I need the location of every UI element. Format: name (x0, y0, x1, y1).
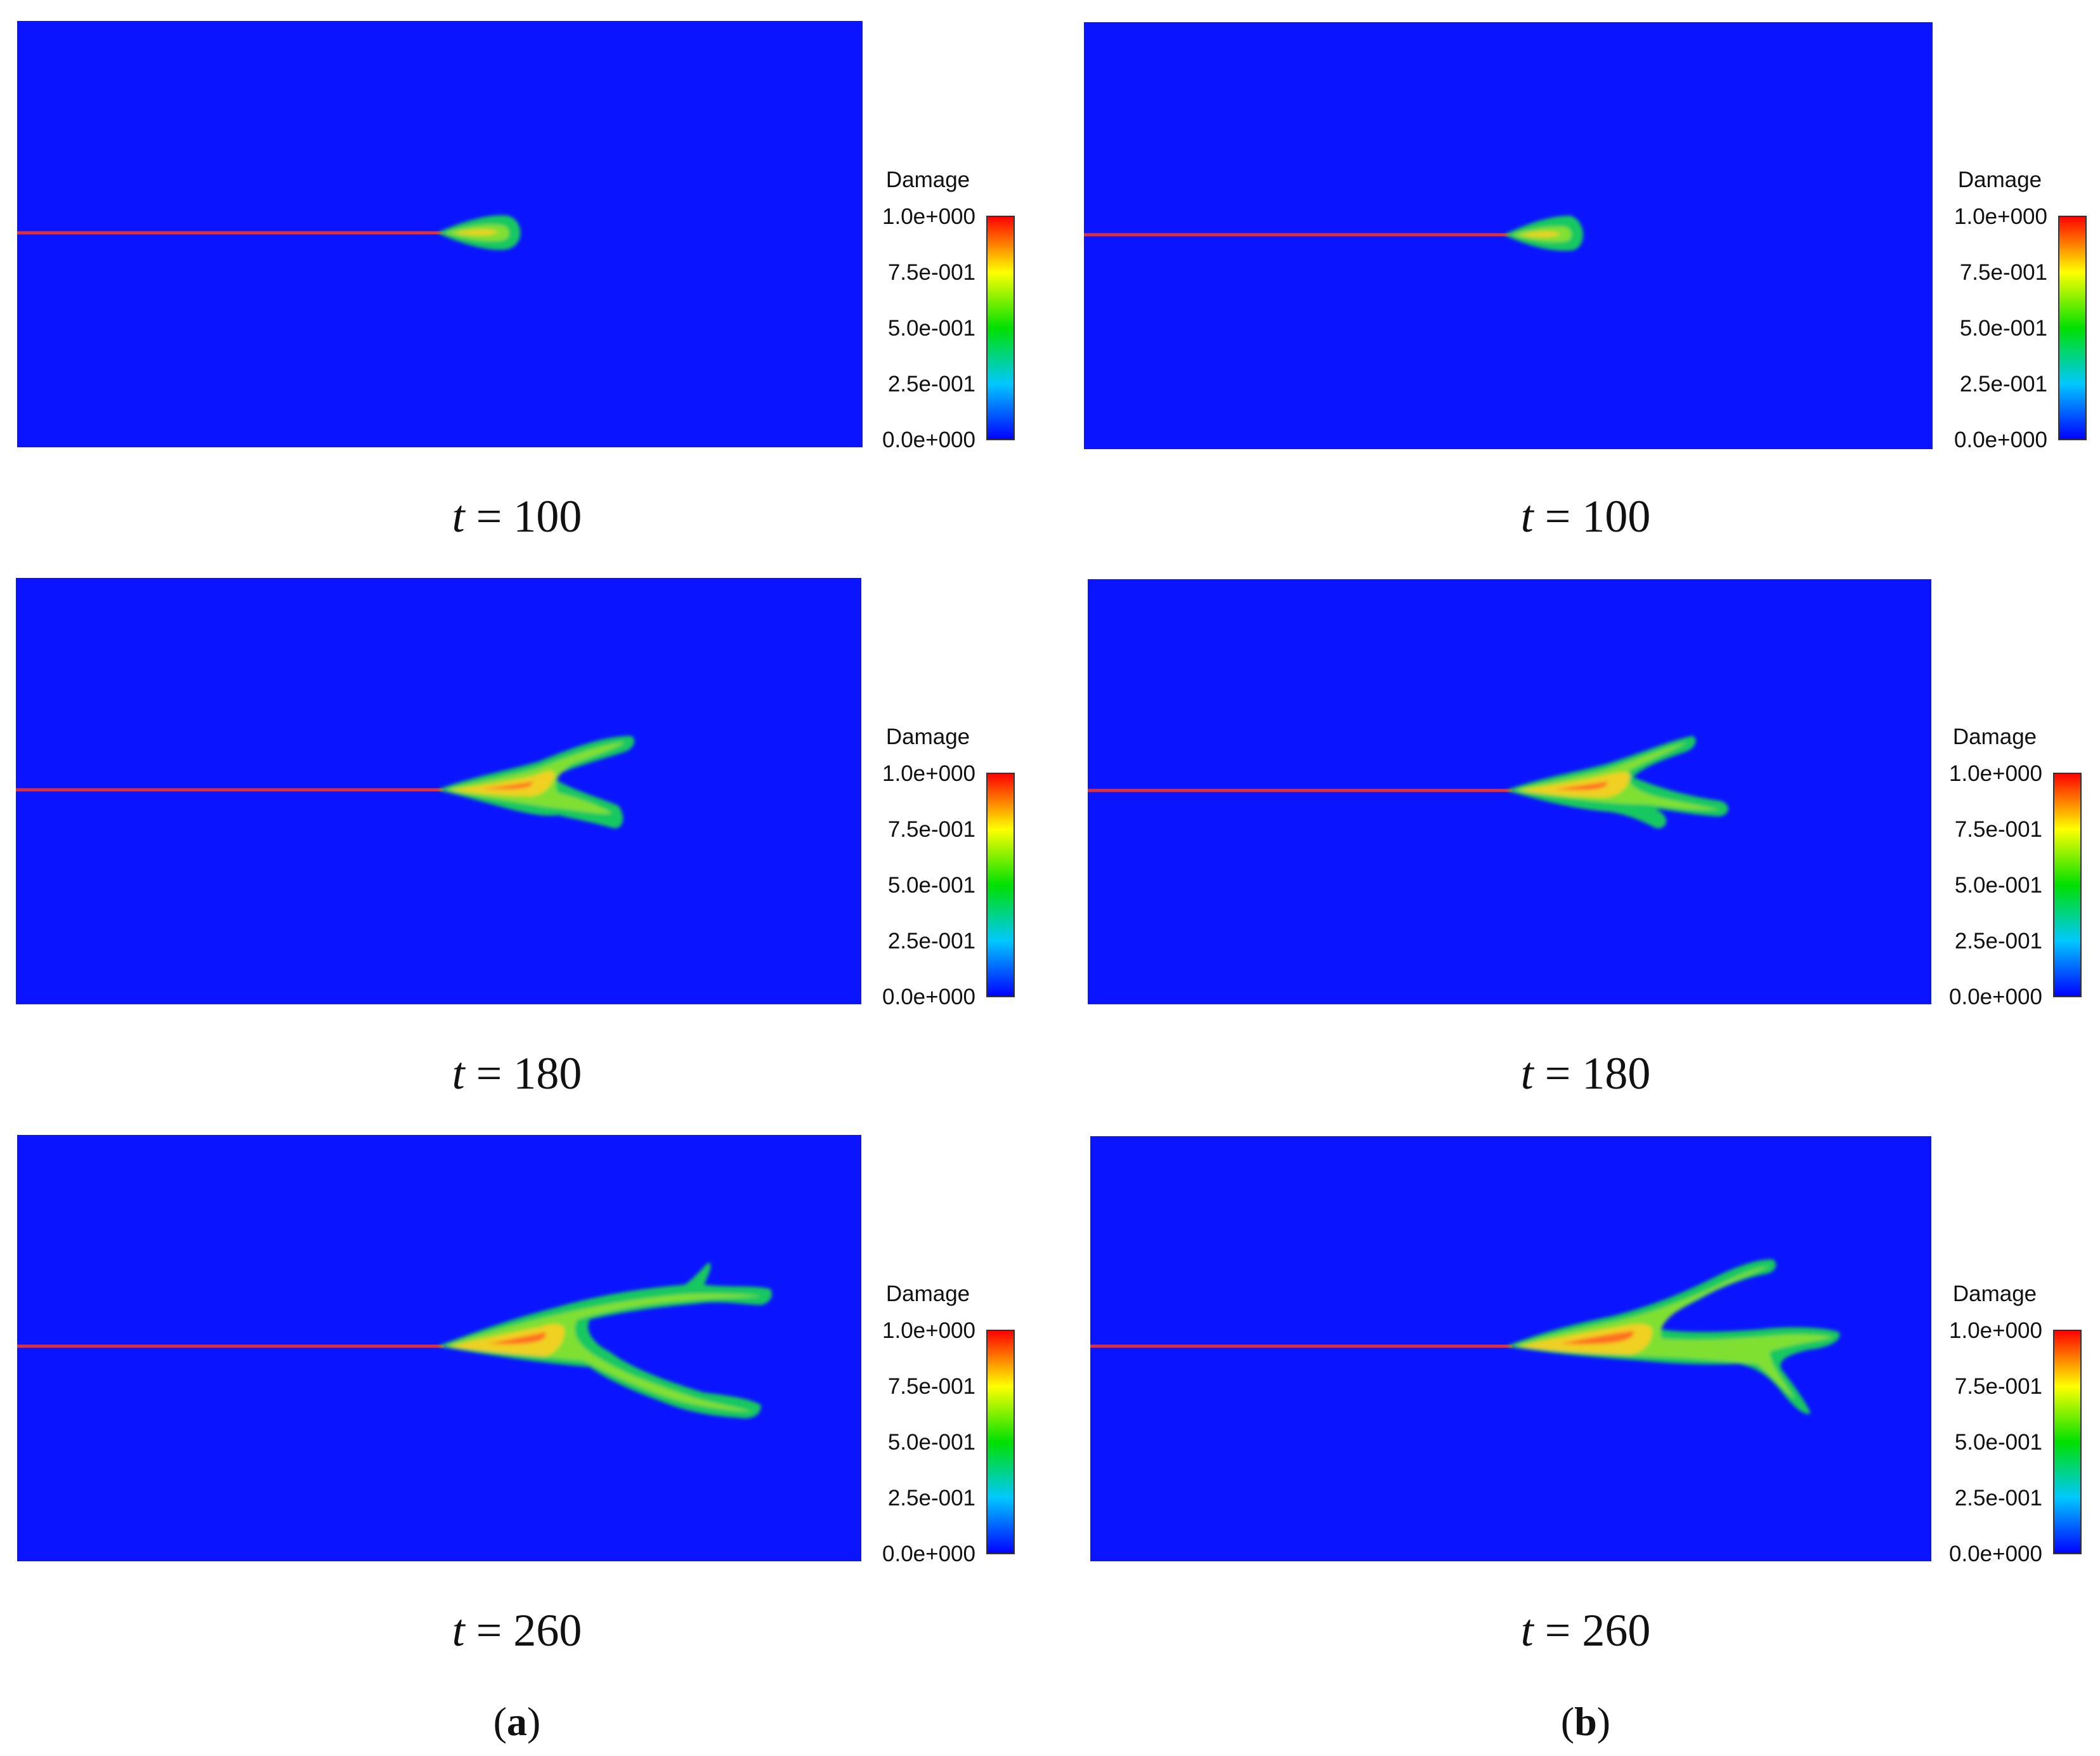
damage-zone (438, 1262, 773, 1419)
time-label: t = 180 (1521, 1048, 1651, 1099)
colorbar-tick: 2.5e-001 (888, 372, 975, 396)
colorbar-tick: 1.0e+000 (1954, 204, 2047, 229)
colorbar: Damage 1.0e+000 7.5e-001 5.0e-001 2.5e-0… (1949, 724, 2082, 1009)
panel-a-t100: Damage 1.0e+000 7.5e-001 5.0e-001 2.5e-0… (17, 21, 1015, 542)
colorbar-tick: 0.0e+000 (882, 428, 975, 452)
time-label: t = 260 (452, 1605, 582, 1656)
panel-b-t260: Damage 1.0e+000 7.5e-001 5.0e-001 2.5e-0… (1090, 1136, 2082, 1656)
colorbar-tick: 0.0e+000 (882, 985, 975, 1009)
colorbar-gradient (2053, 773, 2082, 997)
subfigure-label-a: (a) (493, 1699, 541, 1744)
domain-field (17, 1135, 861, 1561)
colorbar-tick: 2.5e-001 (888, 929, 975, 953)
colorbar-tick: 5.0e-001 (888, 316, 975, 341)
colorbar-gradient (986, 773, 1015, 997)
colorbar: Damage 1.0e+000 7.5e-001 5.0e-001 2.5e-0… (882, 724, 1015, 1009)
panel-a-t260: Damage 1.0e+000 7.5e-001 5.0e-001 2.5e-0… (17, 1135, 1015, 1656)
panel-b-t180: Damage 1.0e+000 7.5e-001 5.0e-001 2.5e-0… (1088, 579, 2082, 1099)
colorbar-gradient (2058, 216, 2087, 440)
damage-zone (438, 736, 635, 829)
colorbar-tick: 1.0e+000 (882, 1318, 975, 1343)
time-label: t = 100 (452, 491, 582, 542)
colorbar-tick: 5.0e-001 (1960, 316, 2047, 341)
colorbar-tick: 7.5e-001 (888, 1374, 975, 1399)
colorbar-tick: 5.0e-001 (888, 1430, 975, 1455)
time-label: t = 100 (1521, 491, 1651, 542)
colorbar-tick: 2.5e-001 (1960, 372, 2047, 396)
colorbar-title: Damage (1953, 1281, 2037, 1306)
damage-zone (1506, 1259, 1840, 1414)
colorbar-tick: 5.0e-001 (1955, 1430, 2042, 1455)
colorbar: Damage 1.0e+000 7.5e-001 5.0e-001 2.5e-0… (1954, 167, 2087, 452)
colorbar-tick: 5.0e-001 (1955, 873, 2042, 898)
subfigure-label-b: (b) (1561, 1699, 1610, 1744)
colorbar-tick: 5.0e-001 (888, 873, 975, 898)
colorbar-tick: 1.0e+000 (882, 204, 975, 229)
colorbar-title: Damage (886, 724, 970, 749)
colorbar-title: Damage (886, 1281, 970, 1306)
colorbar-tick: 7.5e-001 (1955, 1374, 2042, 1399)
colorbar-tick: 7.5e-001 (1960, 260, 2047, 285)
damage-zone (1506, 736, 1728, 829)
colorbar-tick: 7.5e-001 (888, 260, 975, 285)
damage-zone (1504, 216, 1584, 251)
time-label: t = 180 (452, 1048, 582, 1099)
colorbar-tick: 7.5e-001 (1955, 817, 2042, 842)
colorbar-tick: 2.5e-001 (888, 1486, 975, 1510)
colorbar-tick: 2.5e-001 (1955, 929, 2042, 953)
panel-a-t180: Damage 1.0e+000 7.5e-001 5.0e-001 2.5e-0… (16, 578, 1015, 1099)
colorbar-gradient (986, 216, 1015, 440)
colorbar-title: Damage (1958, 167, 2042, 192)
colorbar-tick: 0.0e+000 (1949, 1542, 2042, 1566)
colorbar-gradient (986, 1330, 1015, 1554)
colorbar-tick: 1.0e+000 (1949, 1318, 2042, 1343)
colorbar-tick: 0.0e+000 (1949, 985, 2042, 1009)
colorbar-tick: 1.0e+000 (1949, 761, 2042, 786)
colorbar-tick: 0.0e+000 (882, 1542, 975, 1566)
colorbar: Damage 1.0e+000 7.5e-001 5.0e-001 2.5e-0… (882, 1281, 1015, 1566)
colorbar: Damage 1.0e+000 7.5e-001 5.0e-001 2.5e-0… (1949, 1281, 2082, 1566)
colorbar-tick: 0.0e+000 (1954, 428, 2047, 452)
colorbar-tick: 1.0e+000 (882, 761, 975, 786)
colorbar: Damage 1.0e+000 7.5e-001 5.0e-001 2.5e-0… (882, 167, 1015, 452)
colorbar-title: Damage (1953, 724, 2037, 749)
panel-b-t100: Damage 1.0e+000 7.5e-001 5.0e-001 2.5e-0… (1084, 22, 2087, 542)
time-label: t = 260 (1521, 1605, 1651, 1656)
damage-zone (438, 215, 521, 250)
colorbar-title: Damage (886, 167, 970, 192)
colorbar-gradient (2053, 1330, 2082, 1554)
colorbar-tick: 7.5e-001 (888, 817, 975, 842)
colorbar-tick: 2.5e-001 (1955, 1486, 2042, 1510)
